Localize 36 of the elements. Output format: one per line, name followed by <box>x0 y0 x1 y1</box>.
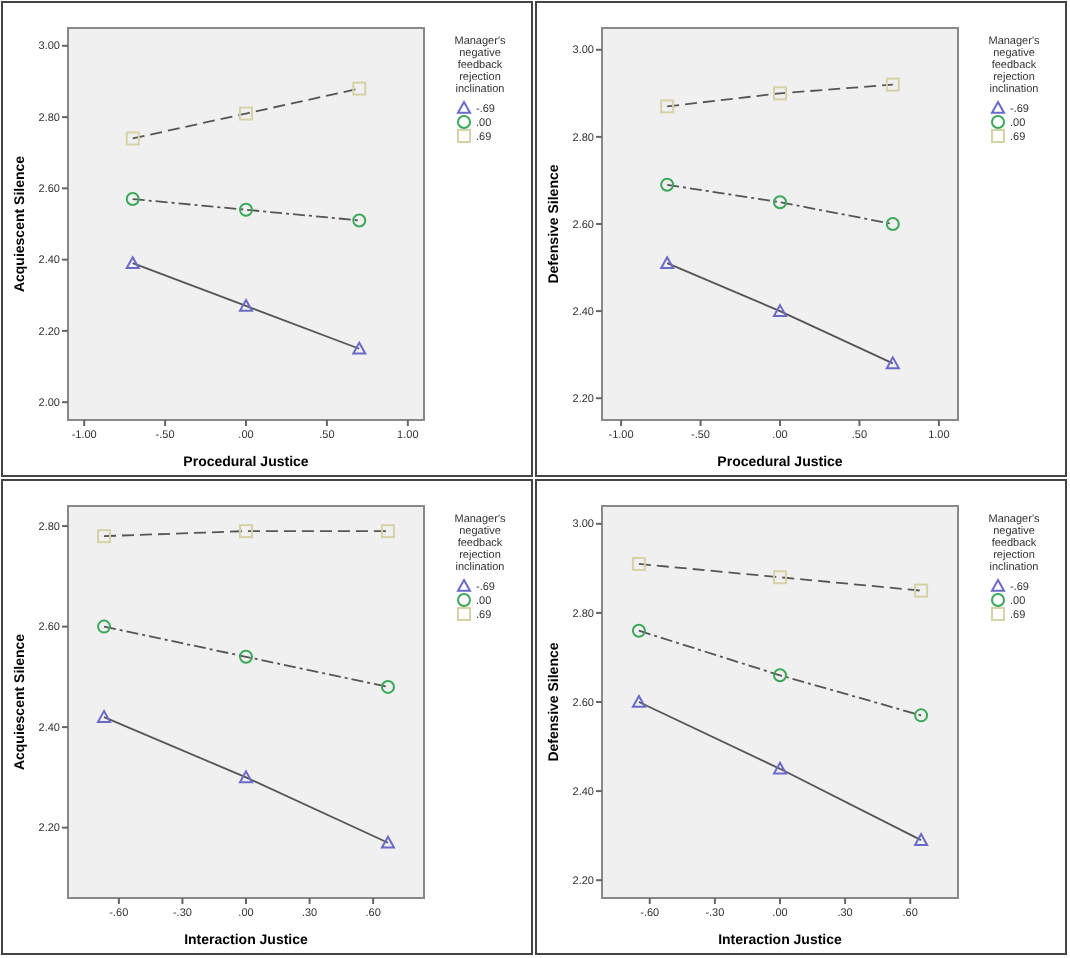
point <box>97 529 112 544</box>
point <box>773 761 787 775</box>
point <box>885 356 900 370</box>
point <box>773 570 787 585</box>
point <box>239 770 253 784</box>
point <box>380 679 395 694</box>
point <box>125 192 140 207</box>
point <box>914 708 929 723</box>
point <box>97 710 112 723</box>
point <box>773 86 787 101</box>
point <box>125 131 140 146</box>
point <box>631 695 646 708</box>
point <box>914 833 929 846</box>
point <box>660 177 675 192</box>
point <box>352 341 367 355</box>
point <box>352 81 367 96</box>
point <box>239 524 253 539</box>
point <box>885 217 900 231</box>
point <box>914 583 929 598</box>
point <box>631 623 646 638</box>
point <box>631 556 646 571</box>
point <box>773 195 787 210</box>
point <box>125 256 140 269</box>
point <box>352 213 367 228</box>
point <box>239 106 253 121</box>
point <box>239 649 253 664</box>
point <box>660 256 675 269</box>
point <box>97 619 112 634</box>
point <box>660 99 675 114</box>
point <box>380 524 395 539</box>
point <box>239 202 253 217</box>
point <box>380 835 395 849</box>
point <box>885 77 900 92</box>
point <box>239 298 253 312</box>
point <box>773 304 787 317</box>
point <box>773 668 787 683</box>
